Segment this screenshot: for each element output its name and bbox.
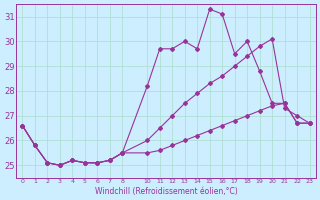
X-axis label: Windchill (Refroidissement éolien,°C): Windchill (Refroidissement éolien,°C) (95, 187, 237, 196)
